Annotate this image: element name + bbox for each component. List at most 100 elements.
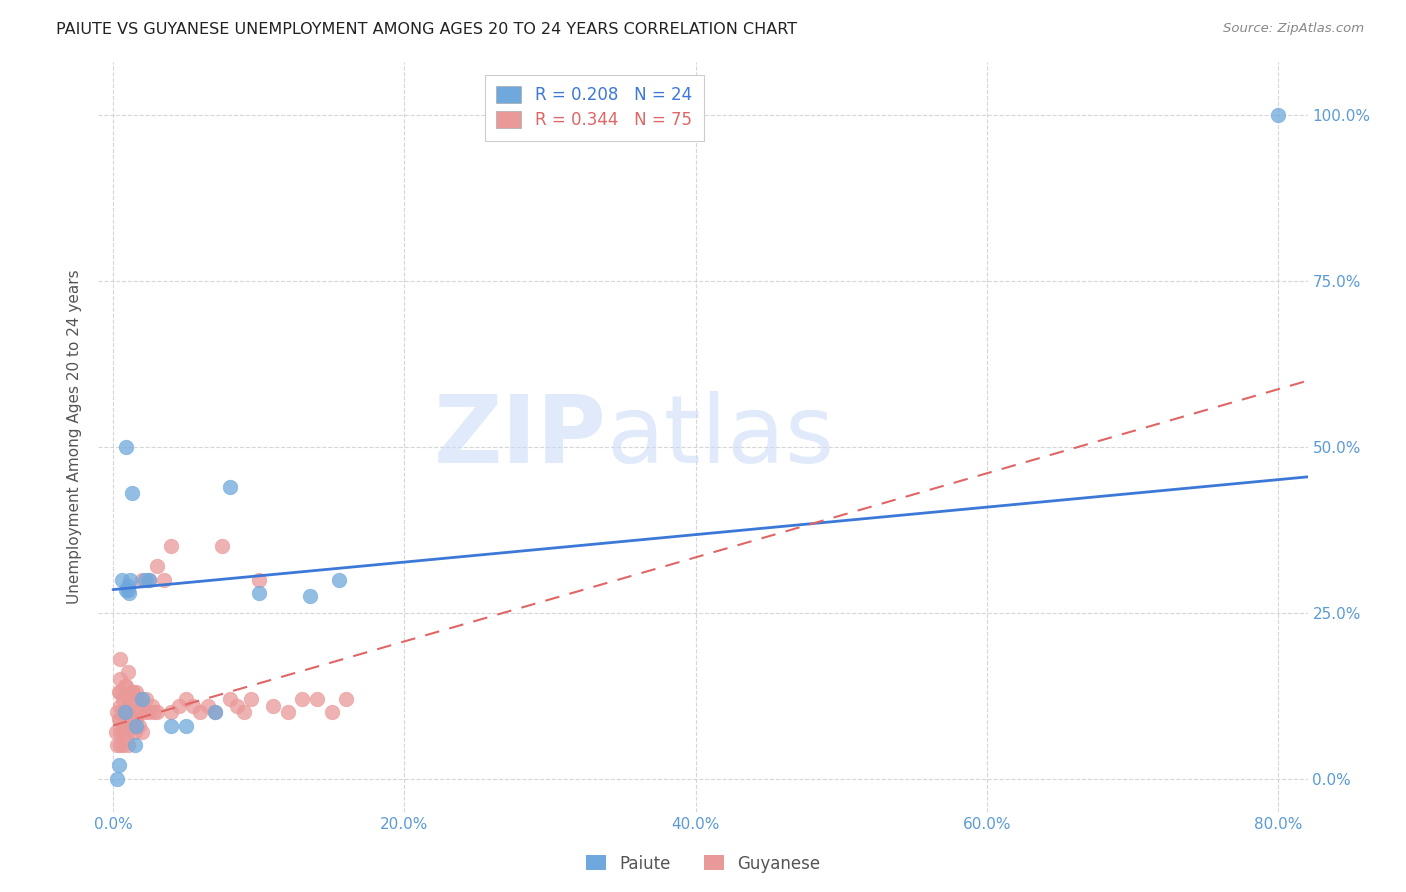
- Point: [108, 685, 131, 699]
- Legend: Paiute, Guyanese: Paiute, Guyanese: [579, 848, 827, 880]
- Point: [305, 692, 328, 706]
- Point: [125, 685, 148, 699]
- Point: [114, 705, 136, 719]
- Point: [262, 698, 284, 713]
- Point: [114, 725, 136, 739]
- Point: [153, 573, 176, 587]
- Point: [131, 573, 153, 587]
- Point: [115, 725, 138, 739]
- Point: [160, 705, 183, 719]
- Point: [117, 739, 139, 753]
- Point: [115, 440, 138, 454]
- Point: [105, 705, 128, 719]
- Point: [124, 692, 146, 706]
- Point: [115, 705, 138, 719]
- Point: [124, 725, 146, 739]
- Point: [110, 725, 132, 739]
- Legend: R = 0.208   N = 24, R = 0.344   N = 75: R = 0.208 N = 24, R = 0.344 N = 75: [485, 75, 703, 141]
- Point: [335, 692, 357, 706]
- Point: [104, 725, 127, 739]
- Point: [128, 718, 150, 732]
- Point: [134, 573, 156, 587]
- Point: [120, 718, 142, 732]
- Point: [328, 573, 350, 587]
- Point: [141, 698, 163, 713]
- Point: [112, 692, 135, 706]
- Point: [174, 692, 197, 706]
- Point: [204, 705, 226, 719]
- Point: [131, 725, 153, 739]
- Point: [110, 739, 132, 753]
- Text: ZIP: ZIP: [433, 391, 606, 483]
- Point: [112, 739, 135, 753]
- Point: [225, 698, 247, 713]
- Text: Source: ZipAtlas.com: Source: ZipAtlas.com: [1223, 22, 1364, 36]
- Point: [142, 705, 165, 719]
- Point: [111, 725, 134, 739]
- Point: [117, 698, 139, 713]
- Point: [110, 698, 132, 713]
- Point: [211, 540, 233, 554]
- Point: [118, 712, 141, 726]
- Point: [111, 705, 134, 719]
- Point: [181, 698, 204, 713]
- Point: [108, 712, 131, 726]
- Point: [138, 573, 160, 587]
- Point: [128, 692, 150, 706]
- Point: [121, 486, 143, 500]
- Point: [117, 725, 139, 739]
- Point: [291, 692, 314, 706]
- Point: [114, 705, 136, 719]
- Point: [190, 705, 212, 719]
- Point: [117, 582, 139, 597]
- Point: [277, 705, 299, 719]
- Point: [145, 559, 167, 574]
- Point: [127, 705, 149, 719]
- Point: [298, 589, 321, 603]
- Point: [131, 692, 153, 706]
- Point: [110, 672, 132, 686]
- Point: [117, 712, 139, 726]
- Point: [134, 705, 156, 719]
- Point: [105, 772, 128, 786]
- Point: [120, 573, 142, 587]
- Point: [115, 679, 138, 693]
- Point: [204, 705, 226, 719]
- Point: [125, 718, 148, 732]
- Point: [129, 705, 152, 719]
- Text: PAIUTE VS GUYANESE UNEMPLOYMENT AMONG AGES 20 TO 24 YEARS CORRELATION CHART: PAIUTE VS GUYANESE UNEMPLOYMENT AMONG AG…: [56, 22, 797, 37]
- Point: [111, 573, 134, 587]
- Point: [124, 739, 146, 753]
- Point: [120, 698, 142, 713]
- Point: [114, 679, 136, 693]
- Point: [117, 665, 139, 680]
- Point: [115, 582, 138, 597]
- Point: [174, 718, 197, 732]
- Text: atlas: atlas: [606, 391, 835, 483]
- Point: [118, 586, 141, 600]
- Point: [110, 652, 132, 666]
- Point: [138, 705, 160, 719]
- Point: [247, 586, 270, 600]
- Point: [160, 718, 183, 732]
- Point: [247, 573, 270, 587]
- Point: [145, 705, 167, 719]
- Point: [117, 579, 139, 593]
- Point: [108, 758, 131, 772]
- Point: [167, 698, 190, 713]
- Point: [110, 685, 132, 699]
- Point: [112, 718, 135, 732]
- Point: [218, 480, 240, 494]
- Point: [218, 692, 240, 706]
- Point: [125, 712, 148, 726]
- Point: [118, 692, 141, 706]
- Point: [122, 712, 145, 726]
- Point: [233, 705, 256, 719]
- Point: [321, 705, 343, 719]
- Point: [135, 692, 157, 706]
- Point: [122, 685, 145, 699]
- Point: [138, 573, 160, 587]
- Point: [110, 712, 132, 726]
- Point: [105, 739, 128, 753]
- Point: [160, 540, 183, 554]
